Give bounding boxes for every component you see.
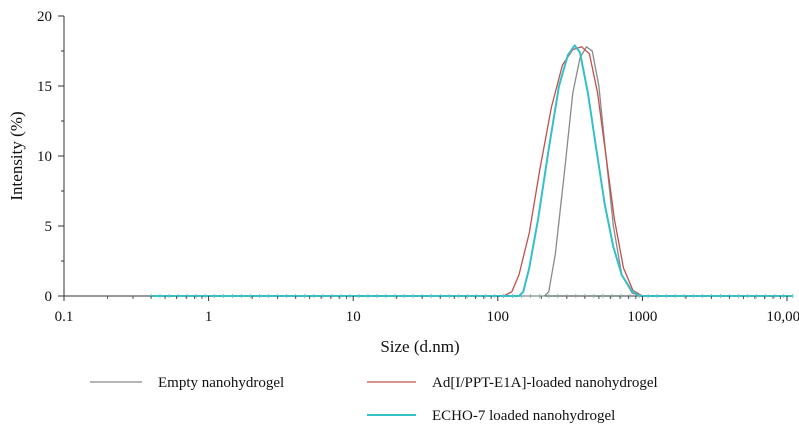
legend-entry: Empty nanohydrogel — [90, 375, 284, 391]
tick-layer: 0 5 10 15 20 0.1 1 10 100 1000 10,000 — [37, 9, 799, 325]
x-tick-label: 10 — [346, 309, 361, 325]
size-bin-markers — [150, 294, 794, 298]
x-axis-title: Size (d.nm) — [380, 337, 459, 356]
series-line — [151, 46, 793, 297]
y-tick-label: 5 — [45, 219, 53, 235]
legend-label: Ad[I/PPT-E1A]-loaded nanohydrogel — [432, 375, 658, 391]
legend-entry: ECHO-7 loaded nanohydrogel — [367, 408, 615, 424]
series-layer — [150, 44, 794, 298]
axes — [63, 16, 787, 297]
x-tick-label: 1000 — [627, 309, 657, 325]
series-line — [151, 46, 793, 297]
legend-label: Empty nanohydrogel — [158, 375, 284, 391]
y-tick-label: 15 — [37, 79, 52, 95]
x-tick-label: 100 — [487, 309, 510, 325]
legend: Empty nanohydrogel Ad[I/PPT-E1A]-loaded n… — [90, 375, 658, 424]
legend-entry: Ad[I/PPT-E1A]-loaded nanohydrogel — [367, 375, 658, 391]
y-tick-label: 10 — [37, 149, 52, 165]
series-line — [151, 44, 793, 297]
y-tick-label: 20 — [37, 9, 52, 25]
x-tick-label: 1 — [205, 309, 213, 325]
y-axis-title: Intensity (%) — [7, 111, 26, 200]
y-tick-label: 0 — [45, 289, 53, 305]
x-tick-label: 10,000 — [766, 309, 799, 325]
legend-label: ECHO-7 loaded nanohydrogel — [432, 408, 615, 424]
x-tick-label: 0.1 — [55, 309, 74, 325]
